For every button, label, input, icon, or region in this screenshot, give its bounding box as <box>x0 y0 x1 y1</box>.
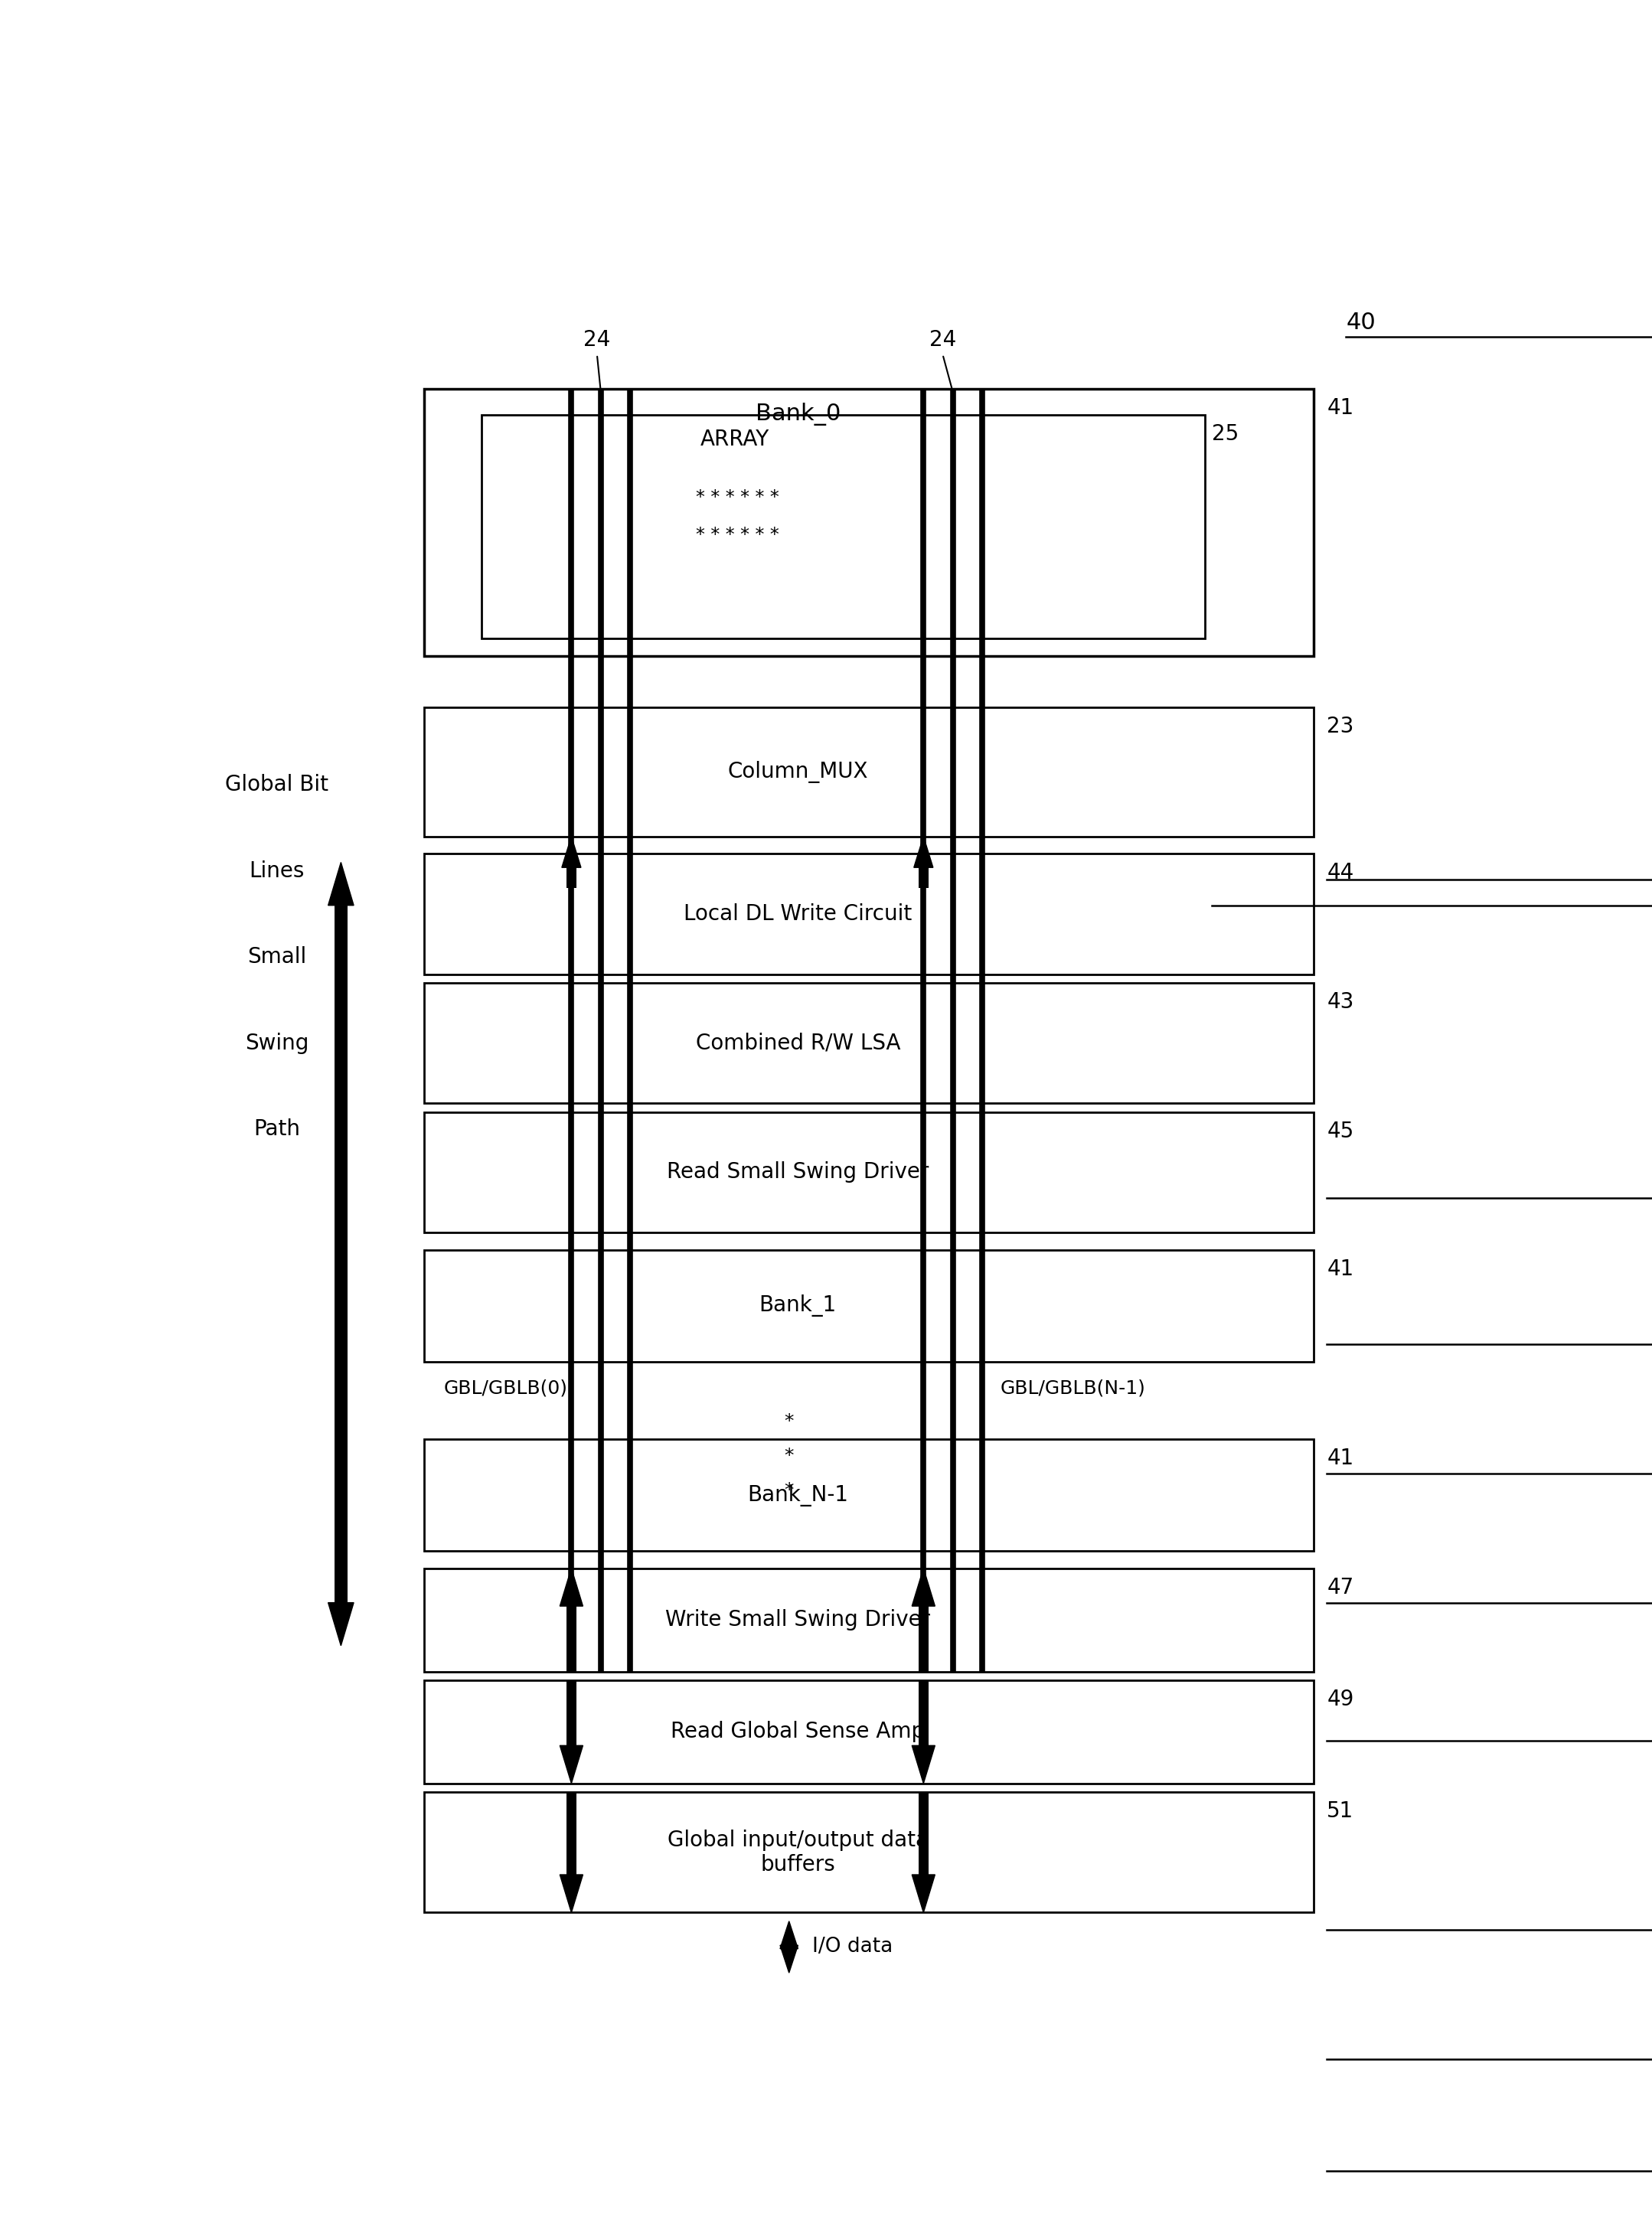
Bar <box>425 1440 1313 1552</box>
Text: I/O data: I/O data <box>813 1936 892 1956</box>
Polygon shape <box>780 1921 798 1950</box>
Bar <box>425 707 1313 836</box>
Text: Swing: Swing <box>244 1033 309 1053</box>
Bar <box>919 1679 928 1746</box>
Text: *: * <box>785 1447 793 1465</box>
Bar <box>567 1679 577 1746</box>
Bar <box>425 1567 1313 1673</box>
Bar <box>785 1945 793 1950</box>
Text: 41: 41 <box>1327 398 1353 418</box>
Text: 41: 41 <box>1327 1259 1353 1279</box>
Bar <box>482 414 1206 639</box>
Bar <box>425 389 1313 655</box>
Text: Global input/output data
buffers: Global input/output data buffers <box>667 1829 928 1876</box>
Bar <box>425 1791 1313 1912</box>
Polygon shape <box>780 1945 798 1972</box>
Text: Bank_N-1: Bank_N-1 <box>747 1485 849 1507</box>
Bar <box>919 868 928 888</box>
Text: 47: 47 <box>1327 1576 1353 1599</box>
Bar <box>425 1250 1313 1362</box>
Bar <box>425 1111 1313 1232</box>
Text: Write Small Swing Driver: Write Small Swing Driver <box>666 1610 930 1630</box>
Text: * * * * * *: * * * * * * <box>695 525 780 543</box>
Text: 44: 44 <box>1327 863 1353 883</box>
Polygon shape <box>560 1874 583 1912</box>
Polygon shape <box>562 836 582 868</box>
Text: 41: 41 <box>1327 1447 1353 1469</box>
Text: Path: Path <box>253 1118 301 1140</box>
Polygon shape <box>914 836 933 868</box>
Text: Read Small Swing Driver: Read Small Swing Driver <box>667 1160 928 1183</box>
Text: Column_MUX: Column_MUX <box>727 760 867 783</box>
Bar <box>919 1791 928 1874</box>
Text: Bank_0: Bank_0 <box>755 402 841 425</box>
Text: Local DL Write Circuit: Local DL Write Circuit <box>684 903 912 926</box>
Bar <box>567 1791 577 1874</box>
Text: * * * * * *: * * * * * * <box>695 487 780 508</box>
Text: Lines: Lines <box>249 861 304 881</box>
Text: 25: 25 <box>1211 423 1239 445</box>
Text: Read Global Sense Amp: Read Global Sense Amp <box>671 1722 925 1742</box>
Polygon shape <box>560 1567 583 1605</box>
Bar <box>567 1605 577 1673</box>
Text: GBL/GBLB(0): GBL/GBLB(0) <box>443 1380 567 1398</box>
Text: Combined R/W LSA: Combined R/W LSA <box>695 1033 900 1053</box>
Polygon shape <box>912 1746 935 1784</box>
Text: *: * <box>785 1482 793 1500</box>
Text: 51: 51 <box>1327 1800 1353 1822</box>
Text: 49: 49 <box>1327 1688 1355 1711</box>
Bar <box>334 906 347 1603</box>
Text: 24: 24 <box>583 329 611 351</box>
Polygon shape <box>912 1567 935 1605</box>
Polygon shape <box>329 863 354 906</box>
Bar <box>425 984 1313 1102</box>
Text: Global Bit: Global Bit <box>225 774 329 796</box>
Text: 23: 23 <box>1327 716 1355 738</box>
Bar <box>425 1679 1313 1784</box>
Polygon shape <box>912 1874 935 1912</box>
Bar <box>567 868 577 888</box>
Polygon shape <box>329 1603 354 1646</box>
Text: 24: 24 <box>928 329 957 351</box>
Polygon shape <box>560 1746 583 1784</box>
Bar <box>919 1605 928 1673</box>
Bar <box>425 854 1313 975</box>
Text: *: * <box>785 1413 793 1431</box>
Text: 43: 43 <box>1327 991 1355 1013</box>
Text: GBL/GBLB(N-1): GBL/GBLB(N-1) <box>1001 1380 1145 1398</box>
Text: Small: Small <box>248 946 307 968</box>
Text: ARRAY: ARRAY <box>700 429 770 449</box>
Text: 40: 40 <box>1346 311 1376 333</box>
Text: Bank_1: Bank_1 <box>760 1295 836 1317</box>
Text: 45: 45 <box>1327 1120 1353 1143</box>
